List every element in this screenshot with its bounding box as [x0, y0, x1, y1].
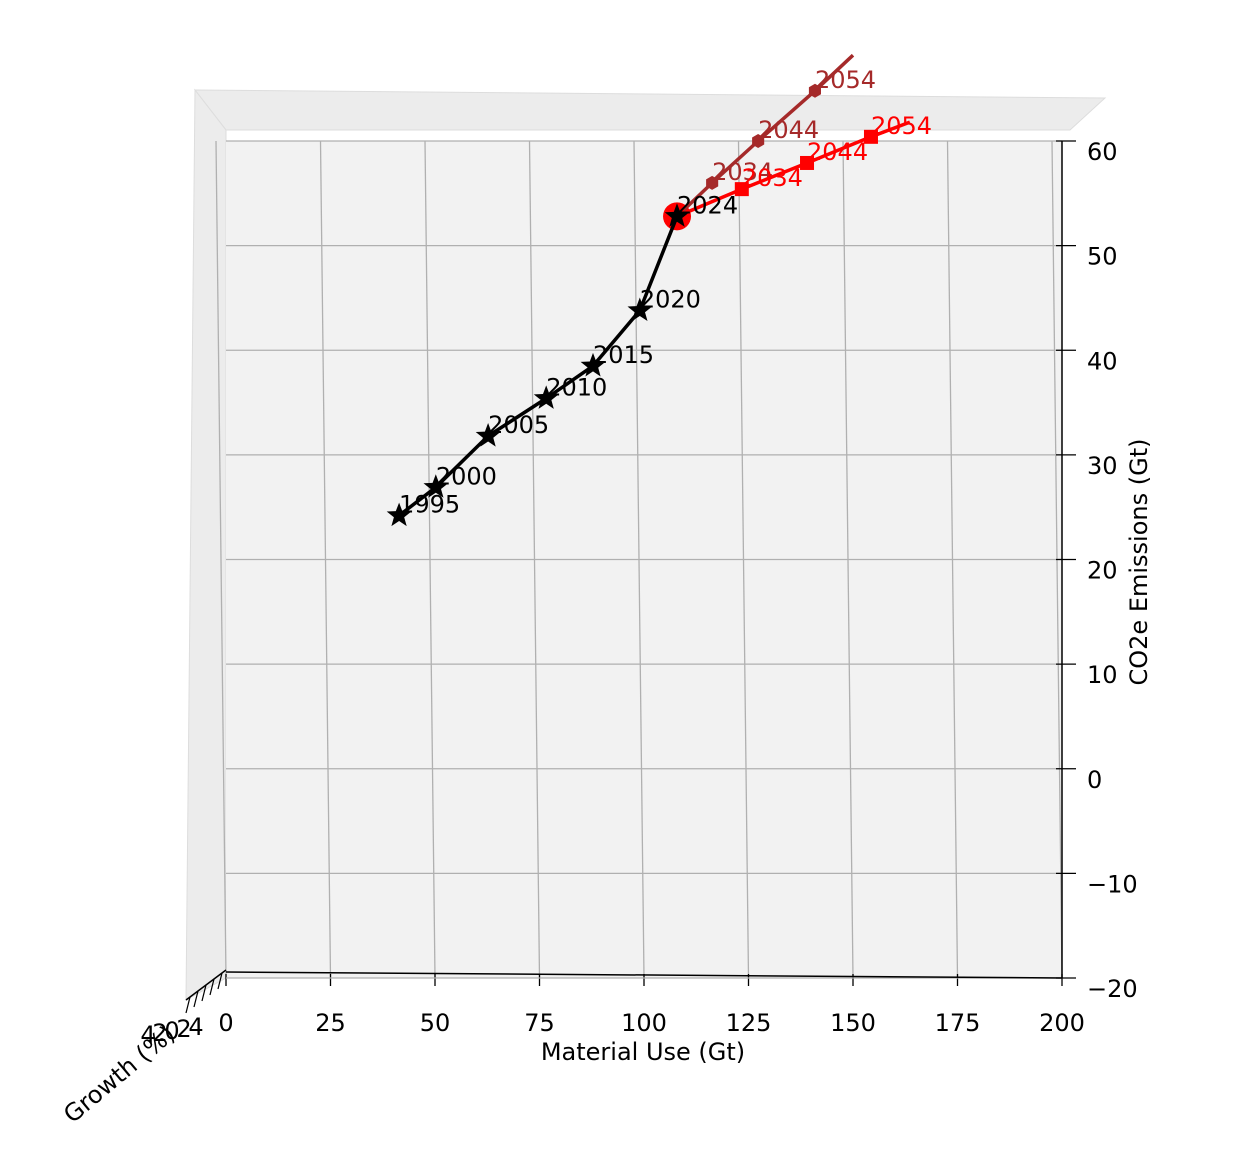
point-label: 2005 [488, 411, 549, 439]
z-tick [217, 972, 223, 990]
point-label: 2015 [593, 341, 654, 369]
x-axis [225, 971, 1063, 979]
point-label: 2044 [807, 138, 868, 166]
z-axis-label: Growth (%) [58, 1020, 180, 1129]
point-label: 2010 [546, 373, 607, 401]
point [386, 502, 412, 527]
point-label: 2000 [436, 462, 497, 490]
point-label: 2044 [758, 116, 819, 144]
y-tick-label: 60 [1087, 138, 1118, 166]
x-tick-label: 175 [935, 1009, 981, 1037]
point-label: 2054 [815, 66, 876, 94]
point [706, 175, 719, 190]
z-tick-label: 0 [164, 1017, 179, 1045]
point [423, 474, 449, 498]
point [475, 423, 501, 447]
point [580, 352, 606, 377]
panes [185, 88, 1107, 1001]
z-tick [209, 978, 215, 996]
x-tick-label: 75 [524, 1009, 555, 1037]
point [734, 182, 749, 197]
top-pane [193, 89, 1107, 131]
x-tick-label: 150 [830, 1009, 876, 1037]
y-tick-label: 30 [1087, 452, 1118, 480]
point [533, 385, 559, 409]
x-tick-label: 200 [1039, 1009, 1085, 1037]
x-axis-label: Material Use (Gt) [541, 1038, 745, 1066]
y-tick-label: −20 [1087, 975, 1138, 1003]
grid: 0 25 50 75 100 125 150 175 200−20−10010203040506… [140, 138, 1137, 1049]
z-tick-label: 4 [188, 1013, 203, 1041]
y-tick-label: 40 [1087, 347, 1118, 375]
z-tick [193, 990, 199, 1008]
y-tick-label: 50 [1087, 243, 1118, 271]
x-tick-label: 125 [726, 1009, 772, 1037]
point [863, 129, 878, 144]
point [664, 203, 690, 227]
y-tick-label: 20 [1087, 557, 1118, 585]
point-label: 2024 [677, 191, 738, 219]
point [752, 134, 765, 148]
point [808, 83, 821, 98]
z-tick-label: 2 [152, 1019, 167, 1047]
x-tick-label: 25 [315, 1009, 346, 1037]
point [627, 297, 653, 321]
y-axis-label: CO2e Emissions (Gt) [1125, 439, 1153, 686]
z-tick-label: 4 [140, 1021, 155, 1049]
point-label: 2020 [640, 285, 701, 313]
z-tick [201, 984, 207, 1002]
y-tick-label: 10 [1087, 661, 1118, 689]
y-tick-label: 0 [1087, 766, 1102, 794]
x-tick-label: 0 [218, 1009, 233, 1037]
z-tick [185, 996, 191, 1014]
plot-area: 2034204420542034204420541995200020052010… [386, 53, 932, 527]
left-pane [185, 88, 227, 1001]
grid-line [215, 140, 227, 979]
x-tick-label: 50 [420, 1009, 451, 1037]
point [800, 155, 815, 170]
z-tick-label: 2 [176, 1015, 191, 1043]
x-tick-label: 100 [621, 1009, 667, 1037]
y-tick-label: −10 [1087, 870, 1138, 898]
point-label: 2054 [871, 112, 932, 140]
point-label: 2034 [742, 164, 803, 192]
